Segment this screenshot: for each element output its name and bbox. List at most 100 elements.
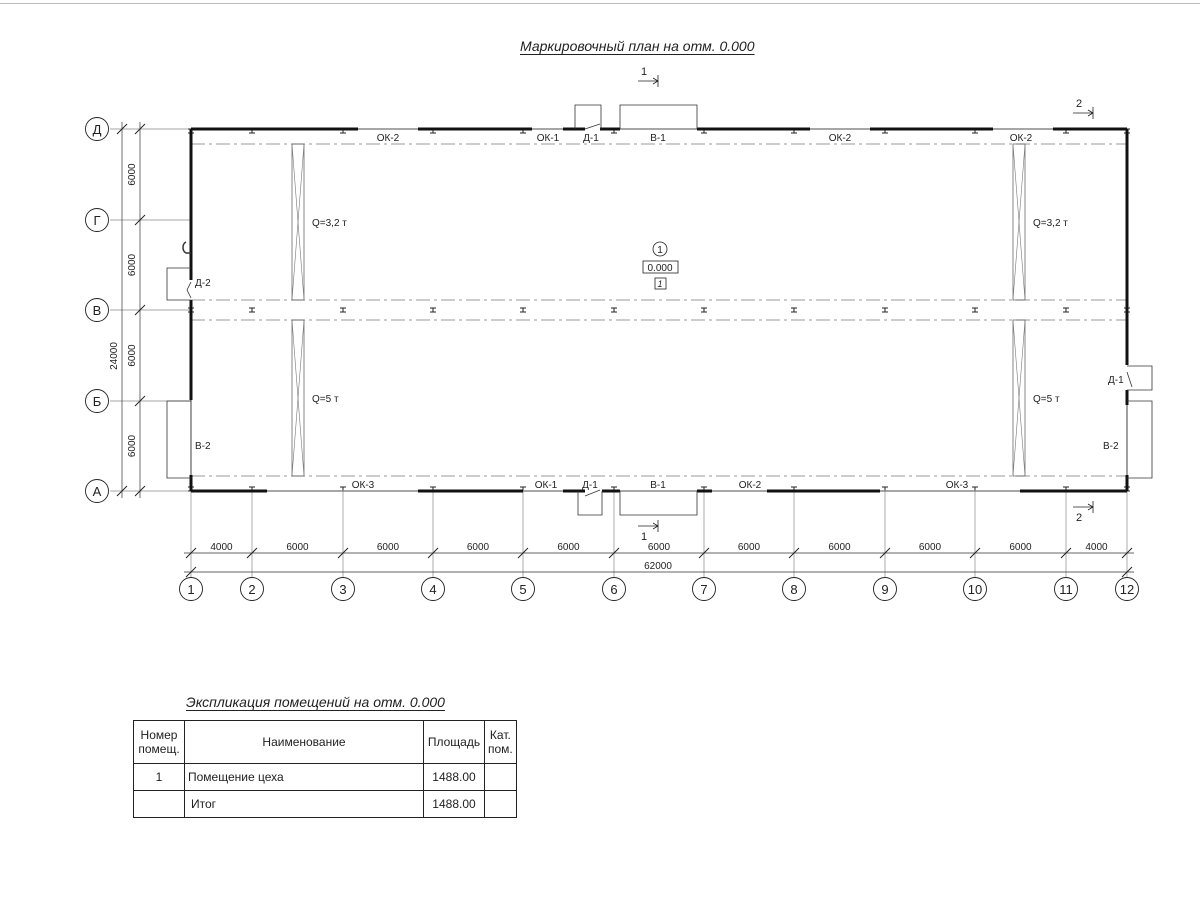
floor-plan: Q=3,2 т Q=3,2 т Q=5 т Q=5 т ОК-2 ОК-1 Д-1 В-1 ОК… [85, 66, 1153, 601]
dimension-label: 6000 [648, 542, 671, 553]
axis-label: 1 [187, 582, 194, 597]
opening-label: В-1 [650, 133, 666, 144]
cell-area: 1488.00 [423, 763, 485, 791]
dimension-total-label: 62000 [644, 561, 672, 572]
room-category: 1 [657, 279, 662, 289]
dimension-tick [517, 547, 529, 559]
axis-label: 9 [881, 582, 888, 597]
dimension-label: 6000 [1009, 542, 1032, 553]
column-icon [430, 307, 436, 313]
door-d1-right [1126, 365, 1153, 391]
crane-capacity-label: Q=5 т [312, 394, 339, 405]
explication-table: Номер помещ. Наименование Площадь Кат. п… [133, 720, 517, 818]
axis-label: 12 [1120, 582, 1134, 597]
opening-label: ОК-3 [352, 480, 375, 491]
opening-label: Д-1 [582, 480, 598, 491]
column-icon [1063, 307, 1069, 313]
dimension-tick [134, 123, 146, 135]
opening-label: В-1 [650, 480, 666, 491]
door-d2-left [166, 267, 192, 301]
header-name: Наименование [184, 720, 424, 764]
crane-cross [1012, 143, 1026, 301]
ladder-icon [182, 241, 191, 254]
axis-label: 10 [968, 582, 982, 597]
opening-label: ОК-1 [535, 480, 558, 491]
axis-bubble [240, 577, 264, 601]
section-arrow-icon [638, 520, 659, 532]
dimension-tick [698, 547, 710, 559]
dimension-tick [246, 547, 258, 559]
section-arrow-icon [638, 75, 659, 87]
dimension-tick [134, 304, 146, 316]
dimension-label: 6000 [828, 542, 851, 553]
dimension-tick [134, 214, 146, 226]
crane [1012, 143, 1026, 301]
axis-bubble [692, 577, 716, 601]
axis-bubble [85, 298, 109, 322]
room-number-circle [652, 241, 668, 257]
axis-label: А [93, 484, 102, 499]
dimension-tick [788, 547, 800, 559]
crane-capacity-label: Q=3,2 т [312, 218, 347, 229]
dimension-label: 4000 [210, 542, 233, 553]
axis-label: 8 [790, 582, 797, 597]
header-area: Площадь [423, 720, 485, 764]
axis-label: 3 [339, 582, 346, 597]
dimension-label: 6000 [919, 542, 942, 553]
crane-cross [1012, 319, 1026, 477]
cell-category [484, 763, 517, 791]
door-d1-bottom [577, 489, 603, 516]
dimension-tick [1060, 547, 1072, 559]
room-level: 0.000 [647, 263, 672, 274]
dimension-label: 6000 [467, 542, 490, 553]
crane [291, 143, 305, 301]
section-2-label: 2 [1076, 98, 1082, 110]
dimension-tick [116, 123, 128, 135]
dimension-tick [134, 485, 146, 497]
dimension-label: 6000 [127, 344, 138, 367]
axis-bubble [85, 117, 109, 141]
dimension-label: 6000 [738, 542, 761, 553]
axis-label: 6 [610, 582, 617, 597]
opening-label: В-2 [195, 441, 211, 452]
axis-label: 11 [1059, 582, 1073, 597]
explication-title: Экспликация помещений на отм. 0.000 [186, 694, 445, 710]
crane-cross [291, 319, 305, 477]
dimension-tick [134, 395, 146, 407]
axis-bubble [873, 577, 897, 601]
crane-capacity-label: Q=5 т [1033, 394, 1060, 405]
column-icon [701, 307, 707, 313]
dimension-tick [879, 547, 891, 559]
opening-label: ОК-1 [537, 133, 560, 144]
axis-label: 7 [700, 582, 707, 597]
dimension-tick [1121, 566, 1133, 578]
axis-bubble [331, 577, 355, 601]
axis-bubble [85, 208, 109, 232]
dimension-tick [427, 547, 439, 559]
column-icon [791, 307, 797, 313]
axis-bubble [602, 577, 626, 601]
opening-label: ОК-2 [829, 133, 852, 144]
opening-label: ОК-3 [946, 480, 969, 491]
cell-name: Итог [184, 790, 424, 818]
axis-bubble [85, 389, 109, 413]
axis-bubble [85, 479, 109, 503]
axis-bubble [1054, 577, 1078, 601]
column-icon [882, 307, 888, 313]
dimension-tick [969, 547, 981, 559]
opening-label: В-2 [1103, 441, 1119, 452]
column-icon [520, 307, 526, 313]
door-d1-top [574, 104, 602, 130]
dimension-label: 6000 [127, 253, 138, 276]
dimension-tick [337, 547, 349, 559]
crane [291, 319, 305, 477]
cell-area: 1488.00 [423, 790, 485, 818]
dimension-label: 6000 [557, 542, 580, 553]
dimension-tick [185, 566, 197, 578]
axis-label: 4 [429, 582, 436, 597]
room-number: 1 [657, 245, 663, 256]
opening-label: Д-1 [1108, 375, 1124, 386]
table-row: Итог 1488.00 [133, 790, 517, 818]
axis-label: 2 [248, 582, 255, 597]
plan-title: Маркировочный план на отм. 0.000 [520, 38, 755, 54]
